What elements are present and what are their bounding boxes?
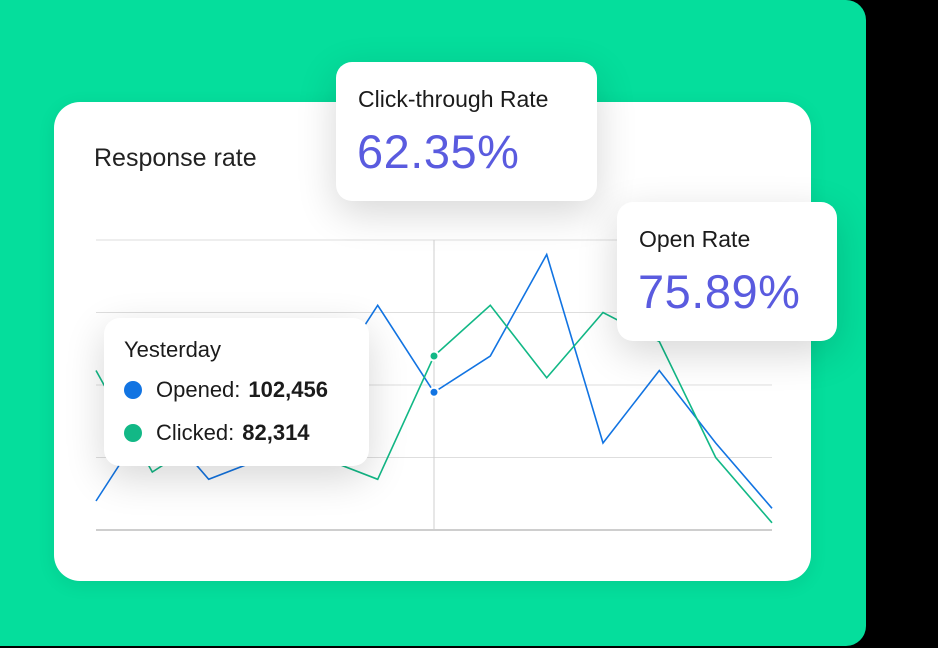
click-through-rate-label: Click-through Rate: [358, 86, 549, 112]
tooltip-opened-value: 102,456: [248, 377, 328, 402]
open-rate-label: Open Rate: [639, 226, 751, 252]
highlight-point-opened: [428, 386, 440, 398]
click-through-rate-card: Click-through Rate 62.35%: [336, 62, 597, 201]
tooltip-opened-label: Opened:: [156, 377, 241, 402]
tooltip-row-opened: Opened: 102,456: [124, 377, 328, 403]
tooltip-title: Yesterday: [124, 337, 222, 362]
highlight-point-clicked: [428, 350, 440, 362]
open-rate-card: Open Rate 75.89%: [617, 202, 837, 341]
open-rate-value: 75.89%: [638, 265, 801, 318]
clicked-legend-dot: [124, 424, 142, 442]
tooltip-clicked-label: Clicked:: [156, 420, 235, 445]
chart-tooltip: Yesterday Opened: 102,456 Clicked: 82,31…: [104, 318, 369, 466]
opened-legend-dot: [124, 381, 142, 399]
tooltip-row-clicked: Clicked: 82,314: [124, 420, 310, 446]
tooltip-clicked-value: 82,314: [242, 420, 310, 445]
chart-title: Response rate: [94, 144, 257, 172]
click-through-rate-value: 62.35%: [357, 125, 520, 178]
